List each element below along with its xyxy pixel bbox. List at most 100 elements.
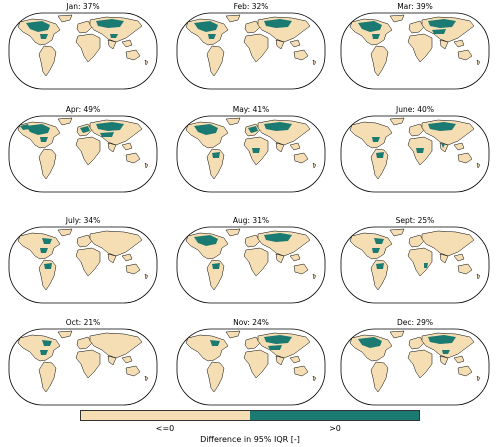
region-positive-us_east	[40, 350, 48, 355]
region-positive-europe	[80, 126, 90, 133]
landmass	[125, 263, 141, 275]
region-positive-canada	[358, 21, 382, 32]
map-panel-title: Feb: 32%	[233, 2, 269, 11]
landmass	[293, 49, 309, 61]
landmass	[57, 14, 73, 23]
region-positive-canada_east	[42, 340, 52, 346]
region-positive-us_east	[40, 248, 48, 253]
landmass	[57, 228, 73, 237]
world-map	[340, 12, 490, 90]
map-panel-title: Sept: 25%	[395, 216, 435, 225]
landmass	[370, 148, 389, 180]
landmass	[206, 361, 225, 393]
landmass	[407, 247, 433, 277]
map-panel: Dec: 29%	[340, 318, 490, 406]
landmass	[75, 33, 101, 63]
landmass	[389, 117, 405, 126]
region-positive-canada	[194, 235, 218, 246]
region-positive-canada_east	[374, 238, 384, 244]
landmass	[457, 365, 473, 377]
landmass	[243, 349, 269, 379]
region-positive-amazon	[212, 152, 220, 158]
region-positive-amazon	[376, 152, 384, 158]
map-panel-title: Mar: 39%	[397, 2, 433, 11]
world-map	[176, 12, 326, 90]
landmass	[453, 253, 465, 262]
landmass	[144, 59, 149, 66]
region-positive-central_asia	[268, 345, 282, 350]
map-panel-title: May: 41%	[232, 105, 270, 114]
landmass	[289, 39, 301, 48]
landmass	[225, 330, 241, 339]
region-positive-canada	[358, 337, 382, 348]
landmass	[107, 39, 117, 50]
region-positive-us_east	[208, 34, 216, 39]
landmass	[225, 117, 241, 126]
landmass	[107, 253, 117, 264]
landmass	[312, 162, 317, 169]
landmass	[453, 142, 465, 151]
landmass	[244, 20, 261, 34]
landmass	[75, 349, 101, 379]
map-panel-title: Apr: 49%	[65, 105, 101, 114]
region-positive-canada	[26, 124, 50, 135]
region-positive-east_africa	[424, 263, 428, 268]
landmass	[206, 259, 225, 291]
landmass	[389, 14, 405, 23]
map-panel-grid: Jan: 37% Feb: 32% Mar: 39% Apr: 49% May: 41%…	[8, 2, 490, 406]
region-positive-tibet	[442, 350, 450, 354]
landmass	[407, 33, 433, 63]
world-map	[8, 226, 158, 304]
landmass	[244, 234, 261, 248]
landmass	[38, 361, 57, 393]
landmass	[293, 152, 309, 164]
landmass	[107, 142, 117, 153]
map-panel-title: June: 40%	[396, 105, 434, 114]
landmass	[121, 253, 133, 262]
map-panel: Mar: 39%	[340, 2, 490, 90]
landmass	[439, 39, 449, 50]
map-panel: Feb: 32%	[176, 2, 326, 90]
region-positive-siberia	[264, 335, 292, 344]
landmass	[38, 148, 57, 180]
world-map	[8, 12, 158, 90]
landmass	[206, 45, 225, 77]
region-positive-central_asia	[100, 132, 114, 137]
world-map	[176, 115, 326, 193]
landmass	[408, 336, 425, 350]
landmass	[312, 375, 317, 382]
region-positive-central_asia	[432, 29, 446, 34]
map-panel: Apr: 49%	[8, 105, 158, 193]
map-panel-title: Jan: 37%	[66, 2, 100, 11]
map-panel: Aug: 31%	[176, 216, 326, 304]
region-positive-canada	[26, 21, 50, 32]
landmass	[476, 375, 481, 382]
landmass	[275, 142, 285, 153]
map-panel: May: 41%	[176, 105, 326, 193]
region-positive-europe	[248, 126, 258, 133]
region-positive-canada	[194, 124, 218, 135]
landmass	[370, 361, 389, 393]
map-panel: June: 40%	[340, 105, 490, 193]
region-positive-us_east	[372, 34, 380, 39]
landmass	[453, 355, 465, 364]
colorbar	[80, 410, 420, 421]
landmass	[76, 336, 93, 350]
colorbar-segment-le-zero	[81, 411, 250, 420]
region-positive-siberia	[428, 335, 456, 344]
landmass	[89, 332, 143, 359]
colorbar-segment-gt-zero	[250, 411, 419, 420]
landmass	[289, 355, 301, 364]
landmass	[121, 39, 133, 48]
region-positive-canada_east	[42, 238, 52, 244]
landmass	[408, 234, 425, 248]
landmass	[407, 349, 433, 379]
landmass	[408, 123, 425, 137]
world-map	[8, 328, 158, 406]
world-map	[340, 328, 490, 406]
map-panel-title: July: 34%	[65, 216, 101, 225]
region-positive-us_east	[40, 137, 48, 142]
region-positive-siberia	[264, 122, 292, 131]
landmass	[125, 365, 141, 377]
region-positive-canada_east	[210, 340, 220, 346]
